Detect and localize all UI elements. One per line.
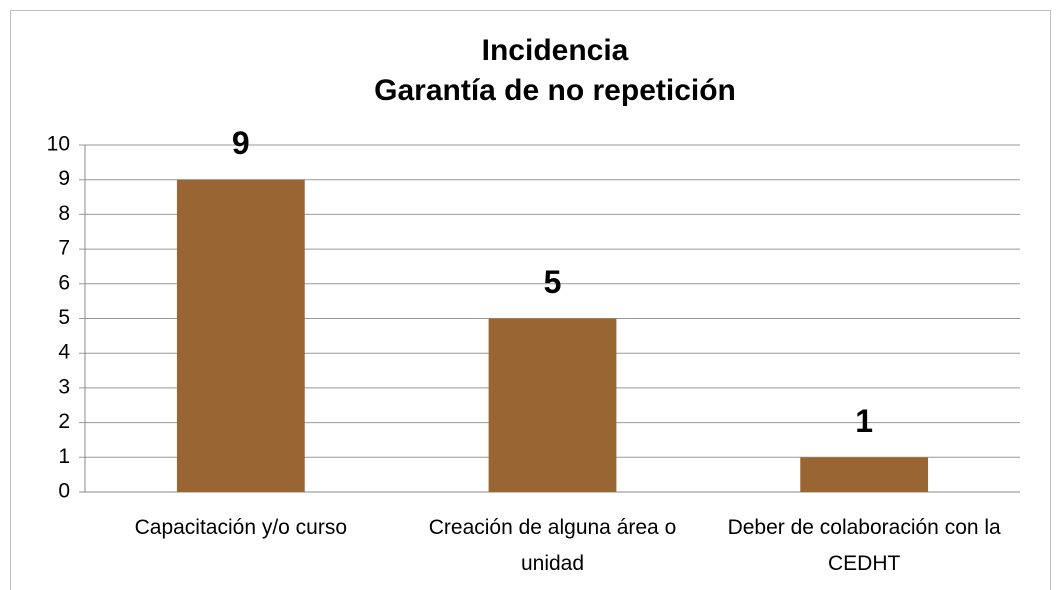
y-tick-label: 4	[58, 341, 70, 364]
y-tick-label: 8	[58, 202, 70, 225]
data-label: 5	[544, 264, 562, 300]
y-tick-label: 1	[58, 445, 70, 468]
bar	[176, 179, 305, 492]
bar	[488, 318, 617, 492]
chart-frame	[10, 10, 1051, 590]
y-tick-label: 10	[47, 133, 70, 156]
data-label: 1	[855, 403, 873, 439]
y-tick-label: 6	[58, 271, 70, 294]
x-tick-label: Capacitación y/o curso	[134, 516, 348, 539]
chart-title: Garantía de no repetición	[374, 74, 736, 107]
chart-title: Incidencia	[482, 34, 629, 67]
y-tick-label: 0	[58, 480, 70, 503]
y-tick-label: 2	[58, 410, 70, 433]
y-tick-label: 9	[58, 167, 70, 190]
x-tick-label: Deber de colaboración con la CEDHT	[727, 516, 1001, 575]
bar	[800, 457, 929, 492]
y-tick-label: 5	[58, 306, 70, 329]
y-tick-label: 3	[58, 375, 70, 398]
x-tick-label: Creación de alguna área o unidad	[428, 516, 677, 575]
data-label: 9	[232, 125, 250, 161]
y-tick-label: 7	[58, 237, 70, 260]
